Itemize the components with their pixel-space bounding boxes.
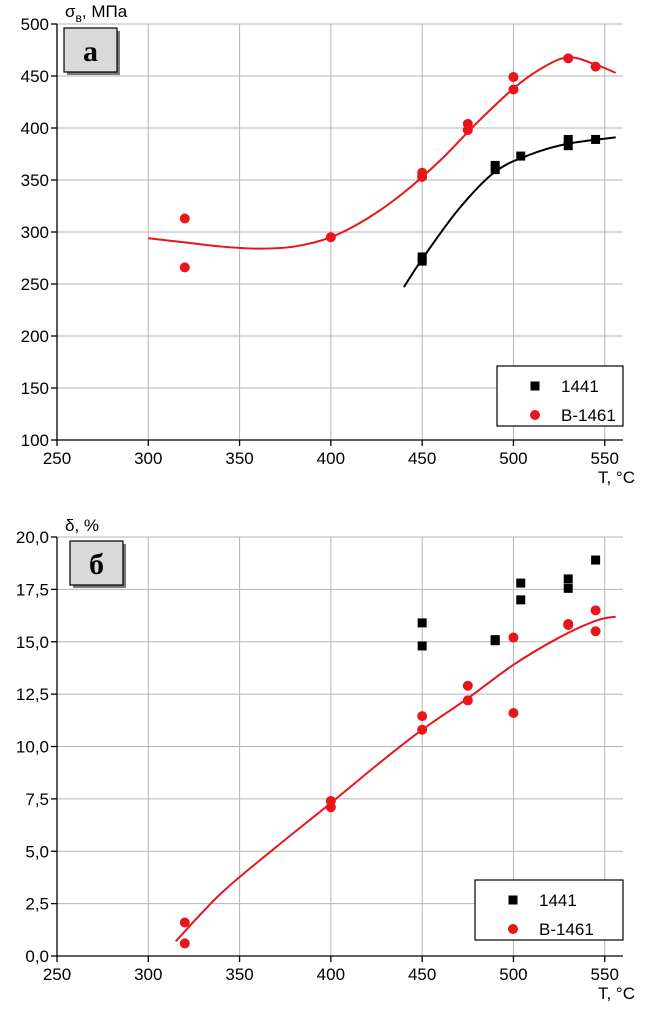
series-v1461 — [148, 53, 617, 273]
data-point — [563, 141, 573, 151]
x-tick-label: 450 — [408, 965, 436, 984]
data-point — [590, 61, 601, 72]
legend-box — [474, 879, 624, 941]
y-axis-title-main: δ, % — [65, 516, 99, 535]
data-point — [490, 636, 500, 646]
x-tick-label: 400 — [317, 965, 345, 984]
data-point — [325, 802, 336, 813]
y-tick-label: 20,0 — [16, 528, 49, 547]
chart-strength: 250 300 350 400 450 500 550 100 150 200 250 300 350 4… — [21, 2, 635, 487]
x-axis-title: T, °C — [598, 468, 635, 487]
data-point — [179, 213, 190, 224]
fit-curve — [403, 136, 616, 288]
y-tick-label: 350 — [21, 171, 49, 190]
y-tick-label: 400 — [21, 119, 49, 138]
x-tick-label: 300 — [134, 965, 162, 984]
data-point — [508, 72, 519, 83]
data-point — [179, 917, 190, 928]
y-tick-label: 2,5 — [25, 895, 49, 914]
legend-label: В-1461 — [539, 920, 594, 939]
legend-label: 1441 — [561, 377, 599, 396]
series-v1461 — [174, 605, 616, 949]
data-point — [417, 256, 427, 266]
legend-label: 1441 — [539, 891, 577, 910]
legend-label: В-1461 — [561, 406, 616, 425]
x-tick-label: 550 — [591, 965, 619, 984]
data-point — [179, 262, 190, 273]
fit-curve — [148, 56, 617, 250]
x-tick-label: 400 — [317, 449, 345, 468]
data-point — [462, 680, 473, 691]
panel-label-box — [63, 27, 118, 73]
y-axis-title-sub: в — [76, 11, 82, 25]
chart-elongation: 250 300 350 400 450 500 550 0,0 2,5 5,0 7,5 10,0 12,… — [16, 516, 635, 1003]
data-point — [417, 724, 428, 735]
legend-marker — [530, 410, 540, 420]
series-1441 — [403, 134, 616, 288]
data-point — [417, 711, 428, 722]
data-point — [563, 53, 574, 64]
y-tick-label: 100 — [21, 431, 49, 450]
series-1441 — [417, 555, 601, 651]
data-point — [516, 151, 526, 161]
x-tick-label: 350 — [225, 965, 253, 984]
data-point — [508, 632, 519, 643]
data-point — [325, 232, 336, 243]
y-tick-label: 15,0 — [16, 633, 49, 652]
x-tick-label: 500 — [499, 965, 527, 984]
legend-marker — [508, 924, 518, 934]
x-tick-label: 250 — [43, 965, 71, 984]
y-tick-label: 450 — [21, 67, 49, 86]
data-point — [516, 578, 526, 588]
y-tick-label: 200 — [21, 327, 49, 346]
legend-box — [496, 365, 624, 427]
y-tick-label: 300 — [21, 223, 49, 242]
x-tick-label: 550 — [591, 449, 619, 468]
y-axis-title: σв, МПа — [65, 2, 128, 25]
y-tick-label: 0,0 — [25, 947, 49, 966]
data-point — [591, 555, 601, 565]
x-tick-label: 450 — [408, 449, 436, 468]
x-axis-title: T, °C — [598, 984, 635, 1003]
data-point — [179, 938, 190, 949]
data-point — [508, 84, 519, 95]
data-point — [563, 583, 573, 593]
data-point — [563, 618, 574, 629]
data-point — [462, 125, 473, 136]
y-tick-label: 10,0 — [16, 738, 49, 757]
y-tick-label: 500 — [21, 15, 49, 34]
legend-marker — [530, 381, 540, 391]
y-tick-label: 150 — [21, 379, 49, 398]
y-axis-title: δ, % — [65, 516, 99, 535]
data-point — [462, 695, 473, 706]
data-point — [591, 134, 601, 144]
data-point — [508, 707, 519, 718]
x-tick-label: 350 — [225, 449, 253, 468]
y-tick-label: 5,0 — [25, 842, 49, 861]
y-tick-label: 17,5 — [16, 580, 49, 599]
y-tick-label: 7,5 — [25, 790, 49, 809]
y-axis-title-main: σ — [65, 2, 76, 21]
x-tick-label: 250 — [43, 449, 71, 468]
y-tick-label: 12,5 — [16, 685, 49, 704]
data-point — [563, 134, 573, 144]
y-axis-title-unit: , МПа — [82, 2, 128, 21]
data-point — [417, 171, 428, 182]
data-point — [590, 605, 601, 616]
panel-label: а — [83, 35, 98, 68]
panel-label: б — [89, 548, 104, 581]
panel-label-box — [69, 540, 124, 586]
data-point — [516, 595, 526, 605]
x-tick-label: 500 — [499, 449, 527, 468]
y-tick-label: 250 — [21, 275, 49, 294]
data-point — [417, 618, 427, 628]
data-point — [590, 626, 601, 637]
data-point — [490, 165, 500, 175]
legend-marker — [508, 895, 518, 905]
data-point — [563, 574, 573, 584]
data-point — [417, 641, 427, 651]
x-tick-label: 300 — [134, 449, 162, 468]
